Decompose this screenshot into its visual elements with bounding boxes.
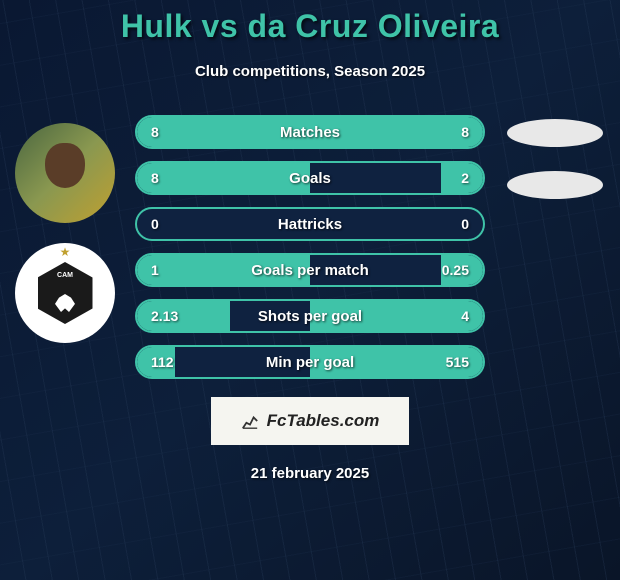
indicator-ellipse	[507, 171, 603, 199]
brand-text: FcTables.com	[267, 411, 380, 431]
stat-label: Goals	[289, 170, 331, 187]
stats-column: 8 Matches 8 8 Goals 2 0 Hattricks 0 1 Goals per ma…	[135, 115, 485, 379]
player-avatar-2: ★	[15, 243, 115, 343]
stat-value-left: 8	[151, 170, 159, 186]
players-column: ★	[10, 115, 120, 379]
page-title: Hulk vs da Cruz Oliveira	[121, 8, 499, 45]
stat-label: Min per goal	[266, 354, 354, 371]
club-badge-icon	[38, 262, 93, 324]
main-content: Hulk vs da Cruz Oliveira Club competitio…	[0, 0, 620, 580]
stat-value-right: 8	[461, 124, 469, 140]
stat-row: 8 Matches 8	[135, 115, 485, 149]
stat-value-left: 2.13	[151, 308, 178, 324]
stat-fill-left	[137, 163, 310, 193]
stat-value-left: 1	[151, 262, 159, 278]
player-avatar-1	[15, 123, 115, 223]
subtitle: Club competitions, Season 2025	[195, 63, 425, 80]
stat-value-right: 515	[446, 354, 469, 370]
stat-row: 0 Hattricks 0	[135, 207, 485, 241]
date-label: 21 february 2025	[251, 465, 369, 482]
indicator-ellipse	[507, 119, 603, 147]
stat-row: 1 Goals per match 0.25	[135, 253, 485, 287]
stat-value-right: 0.25	[442, 262, 469, 278]
stat-label: Shots per goal	[258, 308, 362, 325]
stat-row: 8 Goals 2	[135, 161, 485, 195]
stat-value-right: 2	[461, 170, 469, 186]
stat-row: 112 Min per goal 515	[135, 345, 485, 379]
stat-value-left: 0	[151, 216, 159, 232]
comparison-container: ★ 8 Matches 8 8 Goals 2 0 Hattricks 0 1 Goals per …	[0, 115, 620, 379]
stat-value-right: 4	[461, 308, 469, 324]
stat-value-left: 8	[151, 124, 159, 140]
stat-row: 2.13 Shots per goal 4	[135, 299, 485, 333]
stat-label: Matches	[280, 124, 340, 141]
indicators-column	[500, 115, 610, 379]
stat-value-right: 0	[461, 216, 469, 232]
chart-icon	[241, 412, 259, 430]
stat-label: Hattricks	[278, 216, 342, 233]
stat-label: Goals per match	[251, 262, 369, 279]
stat-value-left: 112	[151, 354, 174, 370]
brand-badge[interactable]: FcTables.com	[211, 397, 410, 445]
star-icon: ★	[60, 245, 71, 259]
